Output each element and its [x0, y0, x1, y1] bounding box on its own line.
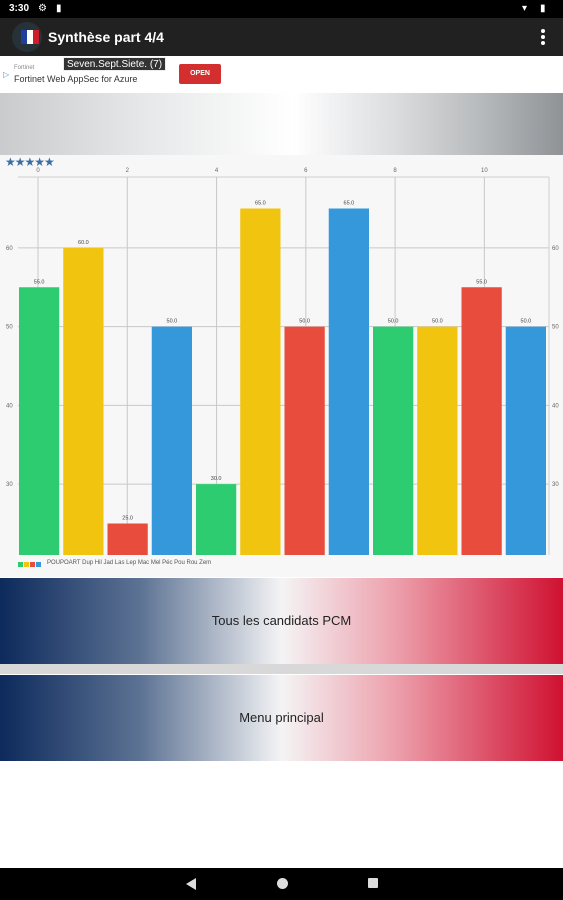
bar	[151, 326, 192, 555]
all-candidates-button[interactable]: Tous les candidats PCM	[0, 578, 563, 664]
ad-choices-icon[interactable]: ▷	[3, 70, 10, 79]
legend-swatch	[24, 562, 29, 567]
bar-chart: 30 30 40 40 50 50 60 60 0 2 4 6 8 10 55.0 60.0 25.0 50.0 3…	[6, 168, 559, 555]
bar-value-label: 50.0	[521, 319, 532, 325]
wifi-icon: ▾	[522, 3, 528, 14]
legend-swatch	[36, 562, 41, 567]
x-tick-label: 0	[36, 168, 40, 174]
x-tick-label: 10	[481, 168, 488, 174]
bar	[19, 287, 60, 555]
x-tick-label: 8	[393, 168, 397, 174]
main-menu-button[interactable]: Menu principal	[0, 675, 563, 761]
y-tick-label-right: 30	[552, 482, 559, 488]
legend-text: POUPOART Dup Hil Jad Las Lep Mac Mel Péc…	[47, 560, 212, 566]
x-tick-label: 4	[215, 168, 219, 174]
bar-value-label: 50.0	[299, 319, 310, 325]
bar	[107, 523, 148, 555]
bar	[284, 326, 325, 555]
bar-value-label: 65.0	[344, 201, 355, 207]
y-tick-label-left: 30	[6, 482, 13, 488]
decorative-banner	[0, 93, 563, 155]
bar	[505, 326, 546, 555]
home-icon[interactable]	[277, 878, 288, 889]
french-flag-logo	[12, 22, 42, 52]
y-tick-label-right: 50	[552, 325, 559, 331]
y-tick-label-left: 40	[6, 403, 13, 409]
y-tick-label-right: 40	[552, 403, 559, 409]
bar	[240, 208, 281, 555]
ad-text[interactable]: Fortinet Web AppSec for Azure	[14, 74, 138, 84]
recent-apps-icon[interactable]	[368, 878, 378, 888]
ad-open-button[interactable]: OPEN	[179, 64, 221, 84]
bar-value-label: 55.0	[476, 279, 487, 285]
ad-sponsor: Fortinet	[14, 65, 35, 71]
legend-swatch	[30, 562, 35, 567]
legend-swatch	[18, 562, 23, 567]
overflow-menu-icon[interactable]	[537, 27, 549, 47]
tooltip: Seven.Sept.Siete. (7)	[63, 57, 167, 71]
x-tick-label: 2	[126, 168, 130, 174]
bar	[328, 208, 369, 555]
bar-value-label: 25.0	[122, 516, 133, 522]
bar-value-label: 50.0	[167, 319, 178, 325]
y-tick-label-left: 60	[6, 246, 13, 252]
page-title: Synthèse part 4/4	[48, 29, 164, 45]
navigation-bar	[0, 868, 563, 900]
bar-value-label: 60.0	[78, 240, 89, 246]
bar	[461, 287, 502, 555]
bar	[373, 326, 414, 555]
bar-value-label: 50.0	[432, 319, 443, 325]
bar-value-label: 30.0	[211, 476, 222, 482]
y-tick-label-right: 60	[552, 246, 559, 252]
back-icon[interactable]	[186, 878, 196, 890]
x-tick-label: 6	[304, 168, 308, 174]
y-tick-label-left: 50	[6, 325, 13, 331]
gear-icon: ⚙	[38, 3, 47, 14]
battery-icon: ▮	[540, 3, 546, 14]
rating-stars: ★★★★★	[5, 155, 55, 169]
sim-card-icon: ▮	[56, 3, 62, 14]
bar-value-label: 50.0	[388, 319, 399, 325]
status-bar: 3:30 ⚙ ▮ ▾ ▮	[0, 0, 563, 18]
bar	[417, 326, 458, 555]
bar	[63, 247, 104, 555]
app-bar: Synthèse part 4/4	[0, 18, 563, 56]
bar-value-label: 65.0	[255, 201, 266, 207]
chart-area: 30 30 40 40 50 50 60 60 0 2 4 6 8 10 55.0 60.0 25.0 50.0 3…	[0, 155, 563, 577]
bar-value-label: 55.0	[34, 279, 45, 285]
divider	[0, 664, 563, 674]
status-time: 3:30	[9, 3, 30, 14]
bar	[196, 484, 237, 555]
